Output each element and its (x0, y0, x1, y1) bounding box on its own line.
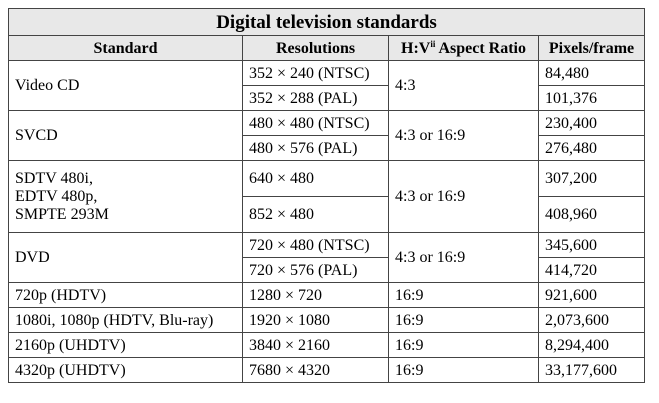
table-row: 2160p (UHDTV) 3840 × 2160 16:9 8,294,400 (8, 332, 645, 358)
pixels-cell: 414,720 (538, 257, 645, 283)
table-row: 352 × 288 (PAL) 101,376 (9, 85, 645, 111)
pixels-cell: 307,200 (538, 160, 645, 197)
resolution-cell: 852 × 480 (242, 196, 389, 233)
standard-cell: Video CD (8, 60, 243, 111)
header-aspect-suffix: Aspect Ratio (435, 39, 526, 57)
pixels-cell: 921,600 (538, 282, 645, 308)
aspect-cell: 4:3 or 16:9 (388, 160, 539, 233)
standard-cell: DVD (8, 232, 243, 283)
resolution-cell: 640 × 480 (242, 160, 389, 197)
table-title: Digital television standards (8, 8, 645, 36)
table-row: 1080i, 1080p (HDTV, Blu-ray) 1920 × 1080… (8, 307, 645, 333)
aspect-cell: 16:9 (388, 332, 539, 358)
resolution-cell: 480 × 576 (PAL) (242, 135, 389, 161)
pixels-cell: 84,480 (538, 60, 645, 86)
table-container: Digital television standards Standard Re… (8, 8, 645, 383)
standard-line: SMPTE 293M (15, 205, 109, 223)
table-row: 720 × 576 (PAL) 414,720 (9, 257, 645, 283)
pixels-cell: 408,960 (538, 196, 645, 233)
header-aspect-footnote: ii (430, 38, 436, 49)
aspect-cell: 4:3 or 16:9 (388, 110, 539, 161)
resolution-cell: 7680 × 4320 (242, 357, 389, 383)
resolution-cell: 3840 × 2160 (242, 332, 389, 358)
pixels-cell: 101,376 (538, 85, 645, 111)
table-row: 480 × 576 (PAL) 276,480 (9, 135, 645, 161)
resolution-cell: 480 × 480 (NTSC) (242, 110, 389, 136)
aspect-cell: 16:9 (388, 357, 539, 383)
header-resolutions: Resolutions (242, 35, 389, 61)
standard-line: SDTV 480i, (15, 169, 93, 187)
standard-cell: 720p (HDTV) (8, 282, 243, 308)
table-row: 720p (HDTV) 1280 × 720 16:9 921,600 (8, 282, 645, 308)
pixels-cell: 230,400 (538, 110, 645, 136)
resolution-cell: 352 × 240 (NTSC) (242, 60, 389, 86)
title-row: Digital television standards (8, 8, 645, 36)
header-standard: Standard (8, 35, 243, 61)
aspect-cell: 4:3 or 16:9 (388, 232, 539, 283)
resolution-cell: 720 × 480 (NTSC) (242, 232, 389, 258)
resolution-cell: 720 × 576 (PAL) (242, 257, 389, 283)
resolution-cell: 352 × 288 (PAL) (242, 85, 389, 111)
standard-cell: SDTV 480i, EDTV 480p, SMPTE 293M (8, 160, 243, 233)
standard-cell: SVCD (8, 110, 243, 161)
standard-cell: 4320p (UHDTV) (8, 357, 243, 383)
aspect-cell: 4:3 (388, 60, 539, 111)
resolution-cell: 1280 × 720 (242, 282, 389, 308)
header-row: Standard Resolutions H:Vii Aspect Ratio … (8, 35, 645, 61)
resolution-cell: 1920 × 1080 (242, 307, 389, 333)
table-row: SVCD 480 × 480 (NTSC) 4:3 or 16:9 230,40… (8, 110, 645, 161)
standard-cell: 1080i, 1080p (HDTV, Blu-ray) (8, 307, 243, 333)
pixels-cell: 33,177,600 (538, 357, 645, 383)
pixels-cell: 276,480 (538, 135, 645, 161)
table-row: SDTV 480i, EDTV 480p, SMPTE 293M 640 × 480… (8, 160, 645, 233)
table-row: Video CD 352 × 240 (NTSC) 4:3 84,480 (8, 60, 645, 111)
tv-standards-table: Digital television standards Standard Re… (8, 8, 645, 383)
header-aspect-ratio: H:Vii Aspect Ratio (388, 35, 539, 61)
table-row: 852 × 480 408,960 (9, 196, 645, 233)
pixels-cell: 2,073,600 (538, 307, 645, 333)
header-aspect-prefix: H:V (401, 39, 431, 57)
table-row: DVD 720 × 480 (NTSC) 4:3 or 16:9 345,600 (8, 232, 645, 283)
aspect-cell: 16:9 (388, 282, 539, 308)
pixels-cell: 8,294,400 (538, 332, 645, 358)
standard-line: EDTV 480p, (15, 187, 98, 205)
header-pixels-frame: Pixels/frame (538, 35, 645, 61)
aspect-cell: 16:9 (388, 307, 539, 333)
pixels-cell: 345,600 (538, 232, 645, 258)
standard-cell: 2160p (UHDTV) (8, 332, 243, 358)
table-row: 4320p (UHDTV) 7680 × 4320 16:9 33,177,60… (8, 357, 645, 383)
